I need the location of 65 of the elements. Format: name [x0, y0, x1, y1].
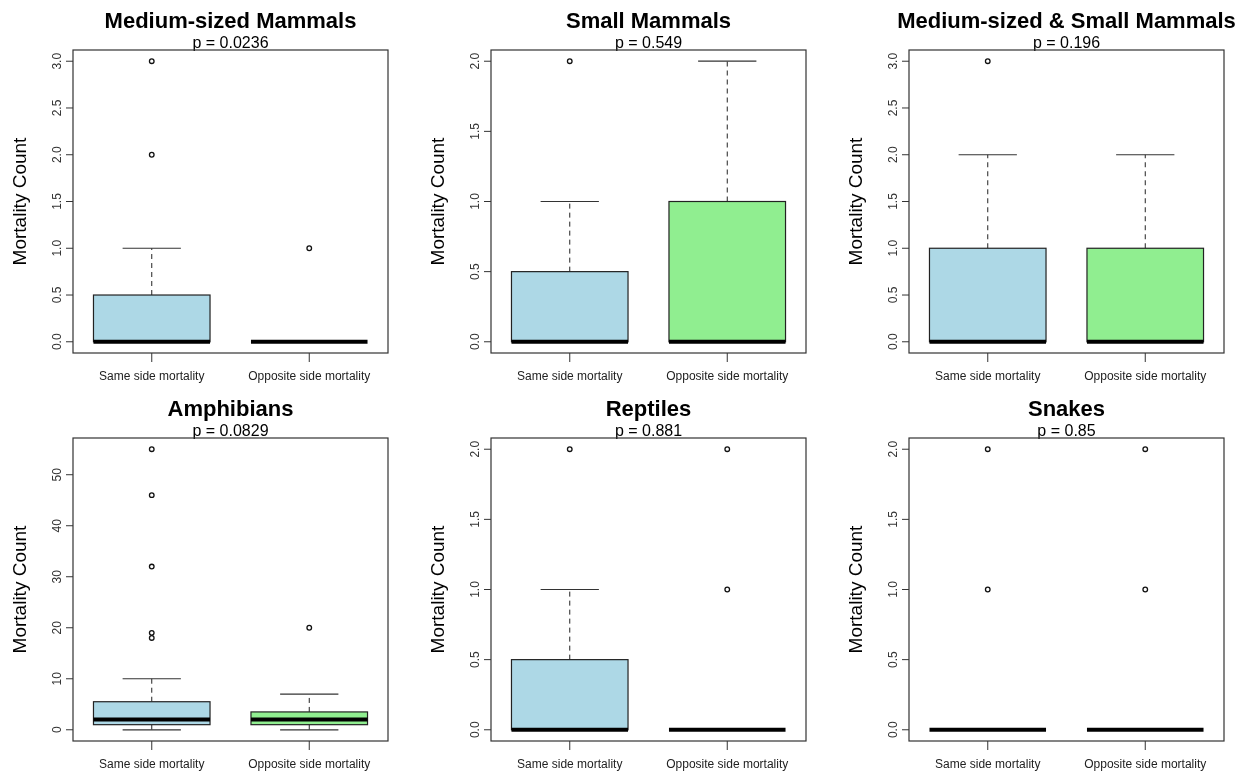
- x-tick-label: Opposite side mortality: [1084, 757, 1207, 771]
- y-tick-label: 0.0: [886, 333, 900, 351]
- y-tick-label: 2.5: [50, 99, 64, 117]
- chart-title: Medium-sized & Small Mammals: [897, 8, 1236, 33]
- x-tick-label: Same side mortality: [517, 369, 623, 383]
- y-axis-title: Mortality Count: [427, 136, 448, 266]
- y-axis-title: Mortality Count: [9, 136, 30, 266]
- y-tick-label: 0.0: [468, 333, 482, 351]
- y-tick-label: 0.0: [468, 721, 482, 739]
- y-tick-label: 1.5: [886, 510, 900, 528]
- chart-subtitle: p = 0.0829: [192, 422, 269, 439]
- x-tick-label: Same side mortality: [99, 369, 205, 383]
- y-tick-label: 3.0: [50, 52, 64, 70]
- y-tick-label: 2.0: [50, 146, 64, 164]
- y-tick-label: 0.5: [886, 286, 900, 304]
- x-tick-label: Same side mortality: [517, 757, 623, 771]
- y-tick-label: 1.0: [886, 580, 900, 598]
- y-tick-label: 50: [50, 467, 64, 482]
- y-tick-label: 3.0: [886, 52, 900, 70]
- x-tick-label: Same side mortality: [935, 757, 1041, 771]
- y-tick-label: 0.5: [468, 650, 482, 668]
- chart-title: Medium-sized Mammals: [104, 8, 357, 33]
- y-tick-label: 40: [50, 518, 64, 533]
- chart-subtitle: p = 0.549: [614, 34, 683, 51]
- y-tick-label: 0.5: [886, 650, 900, 668]
- y-axis-title: Mortality Count: [845, 136, 866, 266]
- y-tick-label: 1.5: [468, 122, 482, 140]
- y-tick-label: 2.0: [886, 146, 900, 164]
- y-tick-label: 2.5: [886, 99, 900, 117]
- y-tick-label: 2.0: [886, 440, 900, 458]
- chart-subtitle: p = 0.881: [614, 422, 683, 439]
- chart-title: Reptiles: [605, 396, 692, 421]
- x-tick-label: Opposite side mortality: [248, 369, 371, 383]
- chart-title: Small Mammals: [565, 8, 732, 33]
- y-tick-label: 30: [50, 569, 64, 584]
- y-tick-label: 2.0: [468, 440, 482, 458]
- y-tick-label: 2.0: [468, 52, 482, 70]
- y-tick-label: 0.5: [50, 286, 64, 304]
- x-tick-label: Same side mortality: [99, 757, 205, 771]
- y-tick-label: 0.5: [468, 262, 482, 280]
- x-tick-label: Same side mortality: [935, 369, 1041, 383]
- y-tick-label: 1.0: [886, 239, 900, 257]
- y-tick-label: 1.5: [886, 192, 900, 210]
- y-tick-label: 1.5: [50, 192, 64, 210]
- y-tick-label: 1.0: [468, 192, 482, 210]
- y-tick-label: 20: [50, 620, 64, 635]
- chart-subtitle: p = 0.0236: [192, 34, 269, 51]
- x-tick-label: Opposite side mortality: [1084, 369, 1207, 383]
- y-tick-label: 1.0: [50, 239, 64, 257]
- y-tick-label: 10: [50, 671, 64, 686]
- y-tick-label: 1.5: [468, 510, 482, 528]
- y-tick-label: 0.0: [886, 721, 900, 739]
- chart-title: Snakes: [1027, 396, 1106, 421]
- x-tick-label: Opposite side mortality: [248, 757, 371, 771]
- y-axis-title: Mortality Count: [845, 524, 866, 654]
- chart-subtitle: p = 0.196: [1032, 34, 1101, 51]
- x-tick-label: Opposite side mortality: [666, 369, 789, 383]
- y-axis-title: Mortality Count: [9, 524, 30, 654]
- y-tick-label: 0.0: [50, 333, 64, 351]
- x-tick-label: Opposite side mortality: [666, 757, 789, 771]
- chart-title: Amphibians: [167, 396, 294, 421]
- y-tick-label: 1.0: [468, 580, 482, 598]
- chart-subtitle: p = 0.85: [1037, 422, 1096, 439]
- y-axis-title: Mortality Count: [427, 524, 448, 654]
- y-tick-label: 0: [50, 726, 64, 734]
